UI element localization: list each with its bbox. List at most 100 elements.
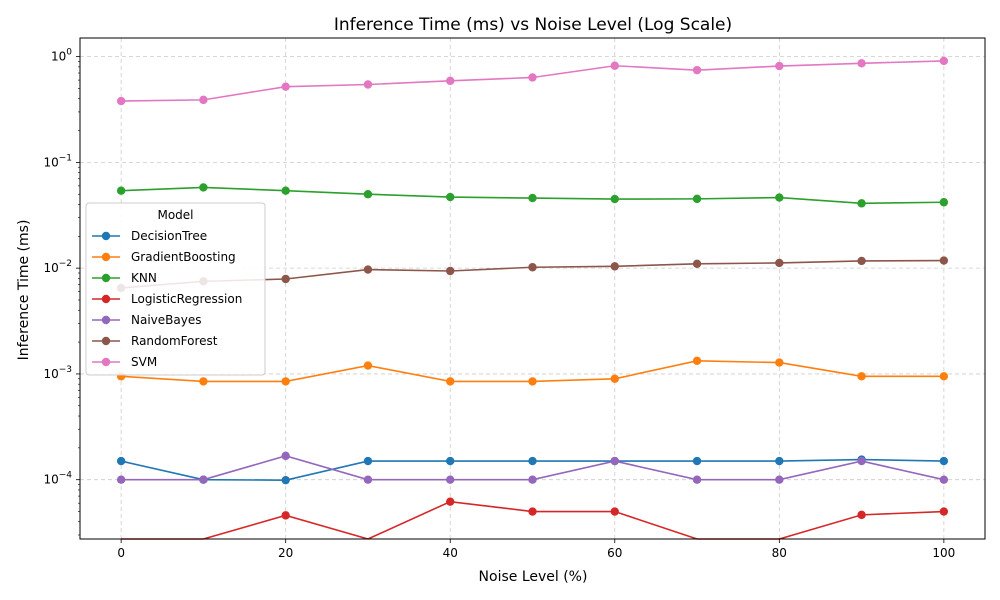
x-tick-label: 60 — [607, 546, 622, 560]
legend-item: NaiveBayes — [92, 313, 201, 327]
data-point — [610, 262, 619, 271]
legend-item: LogisticRegression — [92, 292, 242, 306]
data-point — [775, 475, 784, 484]
plot-frame — [79, 37, 986, 540]
data-point — [939, 372, 949, 381]
data-point — [775, 193, 784, 202]
data-point — [199, 475, 208, 484]
data-point — [363, 361, 373, 370]
y-axis-label: Inference Time (ms) — [16, 220, 32, 361]
legend-item: KNN — [92, 271, 157, 285]
series-gradientboosting — [116, 356, 949, 386]
series-knn — [116, 183, 949, 208]
data-point — [116, 96, 126, 106]
data-point — [363, 456, 373, 466]
series-naivebayes — [116, 451, 949, 484]
data-point — [610, 194, 619, 204]
y-tick-label: 10−2 — [43, 259, 72, 275]
data-point — [116, 186, 126, 195]
data-point — [528, 456, 537, 466]
legend-item: GradientBoosting — [92, 250, 236, 264]
data-point — [857, 456, 866, 466]
data-point — [199, 183, 208, 192]
legend-item: DecisionTree — [92, 229, 207, 243]
legend-label: LogisticRegression — [131, 292, 242, 306]
data-point — [446, 266, 455, 276]
data-point — [692, 194, 702, 204]
axis-ticks: 0 20 40 60 80 100 10−4 10−3 10−2 10−1 100 — [43, 48, 955, 560]
data-point — [281, 82, 290, 91]
data-point — [446, 192, 455, 202]
data-point — [692, 475, 702, 484]
data-point — [857, 199, 866, 208]
data-point — [775, 358, 784, 367]
data-point — [775, 258, 784, 268]
data-point — [528, 475, 537, 484]
x-tick-label: 20 — [278, 546, 293, 560]
legend-swatch-marker — [101, 315, 111, 325]
y-tick-label: 10−3 — [43, 365, 72, 381]
data-point — [775, 456, 784, 466]
data-point — [281, 377, 290, 386]
x-tick-label: 40 — [443, 546, 458, 560]
data-point — [610, 374, 619, 383]
data-point — [857, 510, 866, 520]
data-point — [363, 80, 373, 89]
data-point — [281, 274, 290, 284]
data-point — [775, 61, 784, 71]
legend-swatch-marker — [101, 294, 111, 304]
data-point — [363, 475, 373, 484]
data-point — [692, 456, 702, 466]
data-point — [692, 356, 702, 366]
data-point — [528, 377, 537, 386]
data-point — [363, 265, 373, 274]
series-decisiontree — [116, 455, 949, 485]
data-point — [939, 56, 949, 66]
data-point — [446, 456, 455, 466]
legend-label: DecisionTree — [131, 229, 207, 243]
data-point — [116, 456, 126, 466]
series-layer — [116, 56, 949, 540]
legend-item: SVM — [92, 355, 157, 369]
data-point — [692, 65, 702, 75]
data-point — [446, 475, 455, 484]
data-point — [692, 259, 702, 268]
data-point — [528, 263, 537, 272]
data-point — [939, 198, 949, 207]
legend-swatch-marker — [101, 252, 111, 262]
legend-swatch-marker — [101, 336, 111, 346]
data-point — [610, 456, 619, 466]
x-tick-label: 0 — [117, 546, 125, 560]
data-point — [281, 511, 290, 520]
data-point — [857, 256, 866, 266]
legend-box — [85, 202, 266, 376]
data-point — [281, 186, 290, 195]
data-point — [939, 456, 949, 466]
data-point — [446, 76, 455, 86]
legend-label: SVM — [131, 355, 157, 369]
legend-label: NaiveBayes — [131, 313, 201, 327]
data-point — [939, 475, 949, 484]
data-point — [446, 377, 455, 386]
data-point — [446, 497, 455, 506]
legend: Model DecisionTree GradientBoosting KNN Logi… — [85, 202, 266, 376]
data-point — [199, 95, 208, 105]
legend-item: RandomForest — [92, 334, 218, 348]
data-point — [610, 61, 619, 70]
data-point — [528, 193, 537, 203]
chart-title: Inference Time (ms) vs Noise Level (Log … — [334, 15, 732, 35]
legend-swatch-marker — [101, 231, 111, 241]
data-point — [857, 59, 866, 68]
x-tick-label: 80 — [772, 546, 787, 560]
legend-label: GradientBoosting — [131, 250, 236, 264]
data-point — [281, 451, 290, 461]
data-point — [363, 190, 373, 199]
y-tick-label: 100 — [51, 48, 72, 64]
data-point — [610, 507, 619, 516]
x-tick-label: 100 — [932, 546, 955, 560]
legend-swatch-marker — [101, 357, 111, 367]
data-point — [857, 372, 866, 381]
legend-label: RandomForest — [131, 334, 218, 348]
series-svm — [116, 56, 949, 106]
